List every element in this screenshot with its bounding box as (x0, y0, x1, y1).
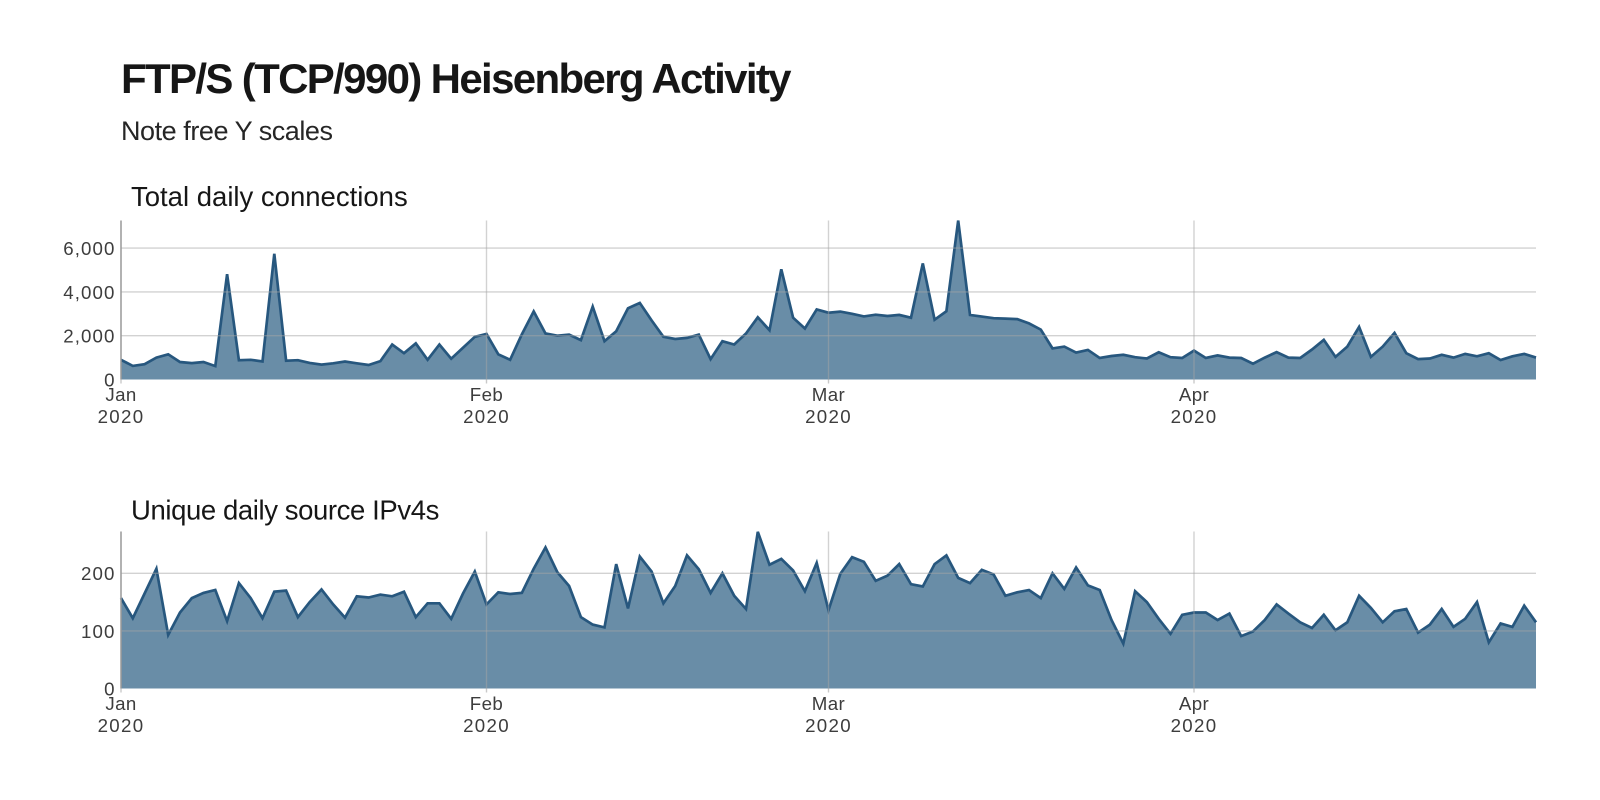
svg-text:Jan: Jan (105, 693, 136, 714)
svg-text:Mar: Mar (812, 384, 845, 405)
svg-text:Feb: Feb (470, 693, 503, 714)
svg-text:2,000: 2,000 (63, 326, 115, 347)
svg-text:Total daily connections: Total daily connections (131, 181, 408, 212)
svg-text:Apr: Apr (1179, 693, 1209, 714)
svg-text:2020: 2020 (1171, 715, 1218, 736)
svg-text:200: 200 (81, 563, 115, 584)
svg-text:Note free Y scales: Note free Y scales (121, 116, 333, 146)
svg-text:Jan: Jan (105, 384, 136, 405)
svg-text:Unique daily source IPv4s: Unique daily source IPv4s (131, 495, 439, 526)
svg-text:2020: 2020 (98, 715, 145, 736)
svg-text:2020: 2020 (463, 406, 510, 427)
svg-text:Mar: Mar (812, 693, 845, 714)
svg-text:Apr: Apr (1179, 384, 1209, 405)
svg-text:2020: 2020 (1171, 406, 1218, 427)
svg-text:0: 0 (104, 678, 114, 699)
svg-text:4,000: 4,000 (63, 282, 115, 303)
svg-text:100: 100 (81, 621, 115, 642)
svg-text:Feb: Feb (470, 384, 503, 405)
svg-text:FTP/S (TCP/990) Heisenberg Act: FTP/S (TCP/990) Heisenberg Activity (121, 55, 792, 102)
svg-text:2020: 2020 (805, 715, 852, 736)
svg-text:2020: 2020 (463, 715, 510, 736)
svg-text:6,000: 6,000 (63, 238, 115, 259)
svg-text:2020: 2020 (805, 406, 852, 427)
svg-text:0: 0 (104, 369, 114, 390)
svg-text:2020: 2020 (98, 406, 145, 427)
